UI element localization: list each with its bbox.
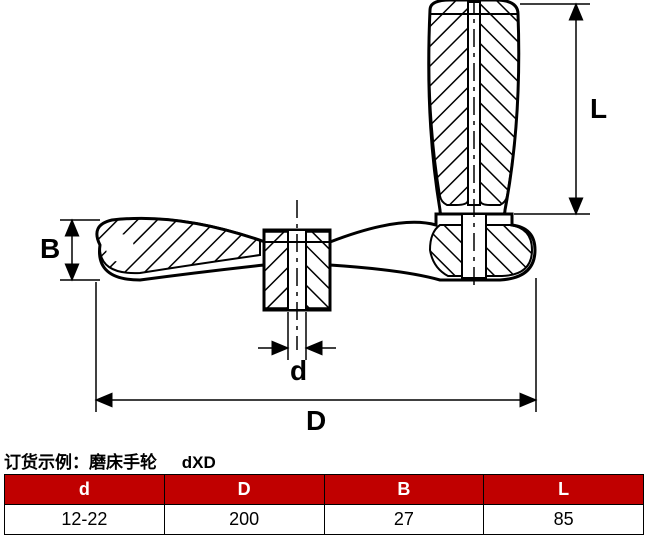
- caption-format: dXD: [182, 453, 216, 472]
- th-D: D: [164, 475, 324, 505]
- cell-d: 12-22: [5, 505, 165, 535]
- cell-B: 27: [324, 505, 484, 535]
- dim-L: L: [514, 4, 607, 214]
- spec-table: d D B L 12-22 200 27 85: [4, 474, 644, 535]
- th-B: B: [324, 475, 484, 505]
- dim-label-B: B: [40, 233, 60, 264]
- table-header-row: d D B L: [5, 475, 644, 505]
- cell-L: 85: [484, 505, 644, 535]
- caption-prefix: 订货示例：: [4, 453, 89, 472]
- caption-product: 磨床手轮: [89, 453, 157, 472]
- table-row: 12-22 200 27 85: [5, 505, 644, 535]
- dim-label-L: L: [590, 93, 607, 124]
- dim-label-d: d: [290, 355, 307, 386]
- th-L: L: [484, 475, 644, 505]
- th-d: d: [5, 475, 165, 505]
- technical-drawing: B d D L: [0, 0, 655, 440]
- order-example-caption: 订货示例：磨床手轮 dXD: [4, 448, 216, 473]
- dim-B: B: [40, 220, 100, 280]
- dim-label-D: D: [306, 405, 326, 436]
- cell-D: 200: [164, 505, 324, 535]
